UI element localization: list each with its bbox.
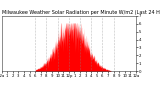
Text: Milwaukee Weather Solar Radiation per Minute W/m2 (Last 24 Hours): Milwaukee Weather Solar Radiation per Mi…	[2, 10, 160, 15]
